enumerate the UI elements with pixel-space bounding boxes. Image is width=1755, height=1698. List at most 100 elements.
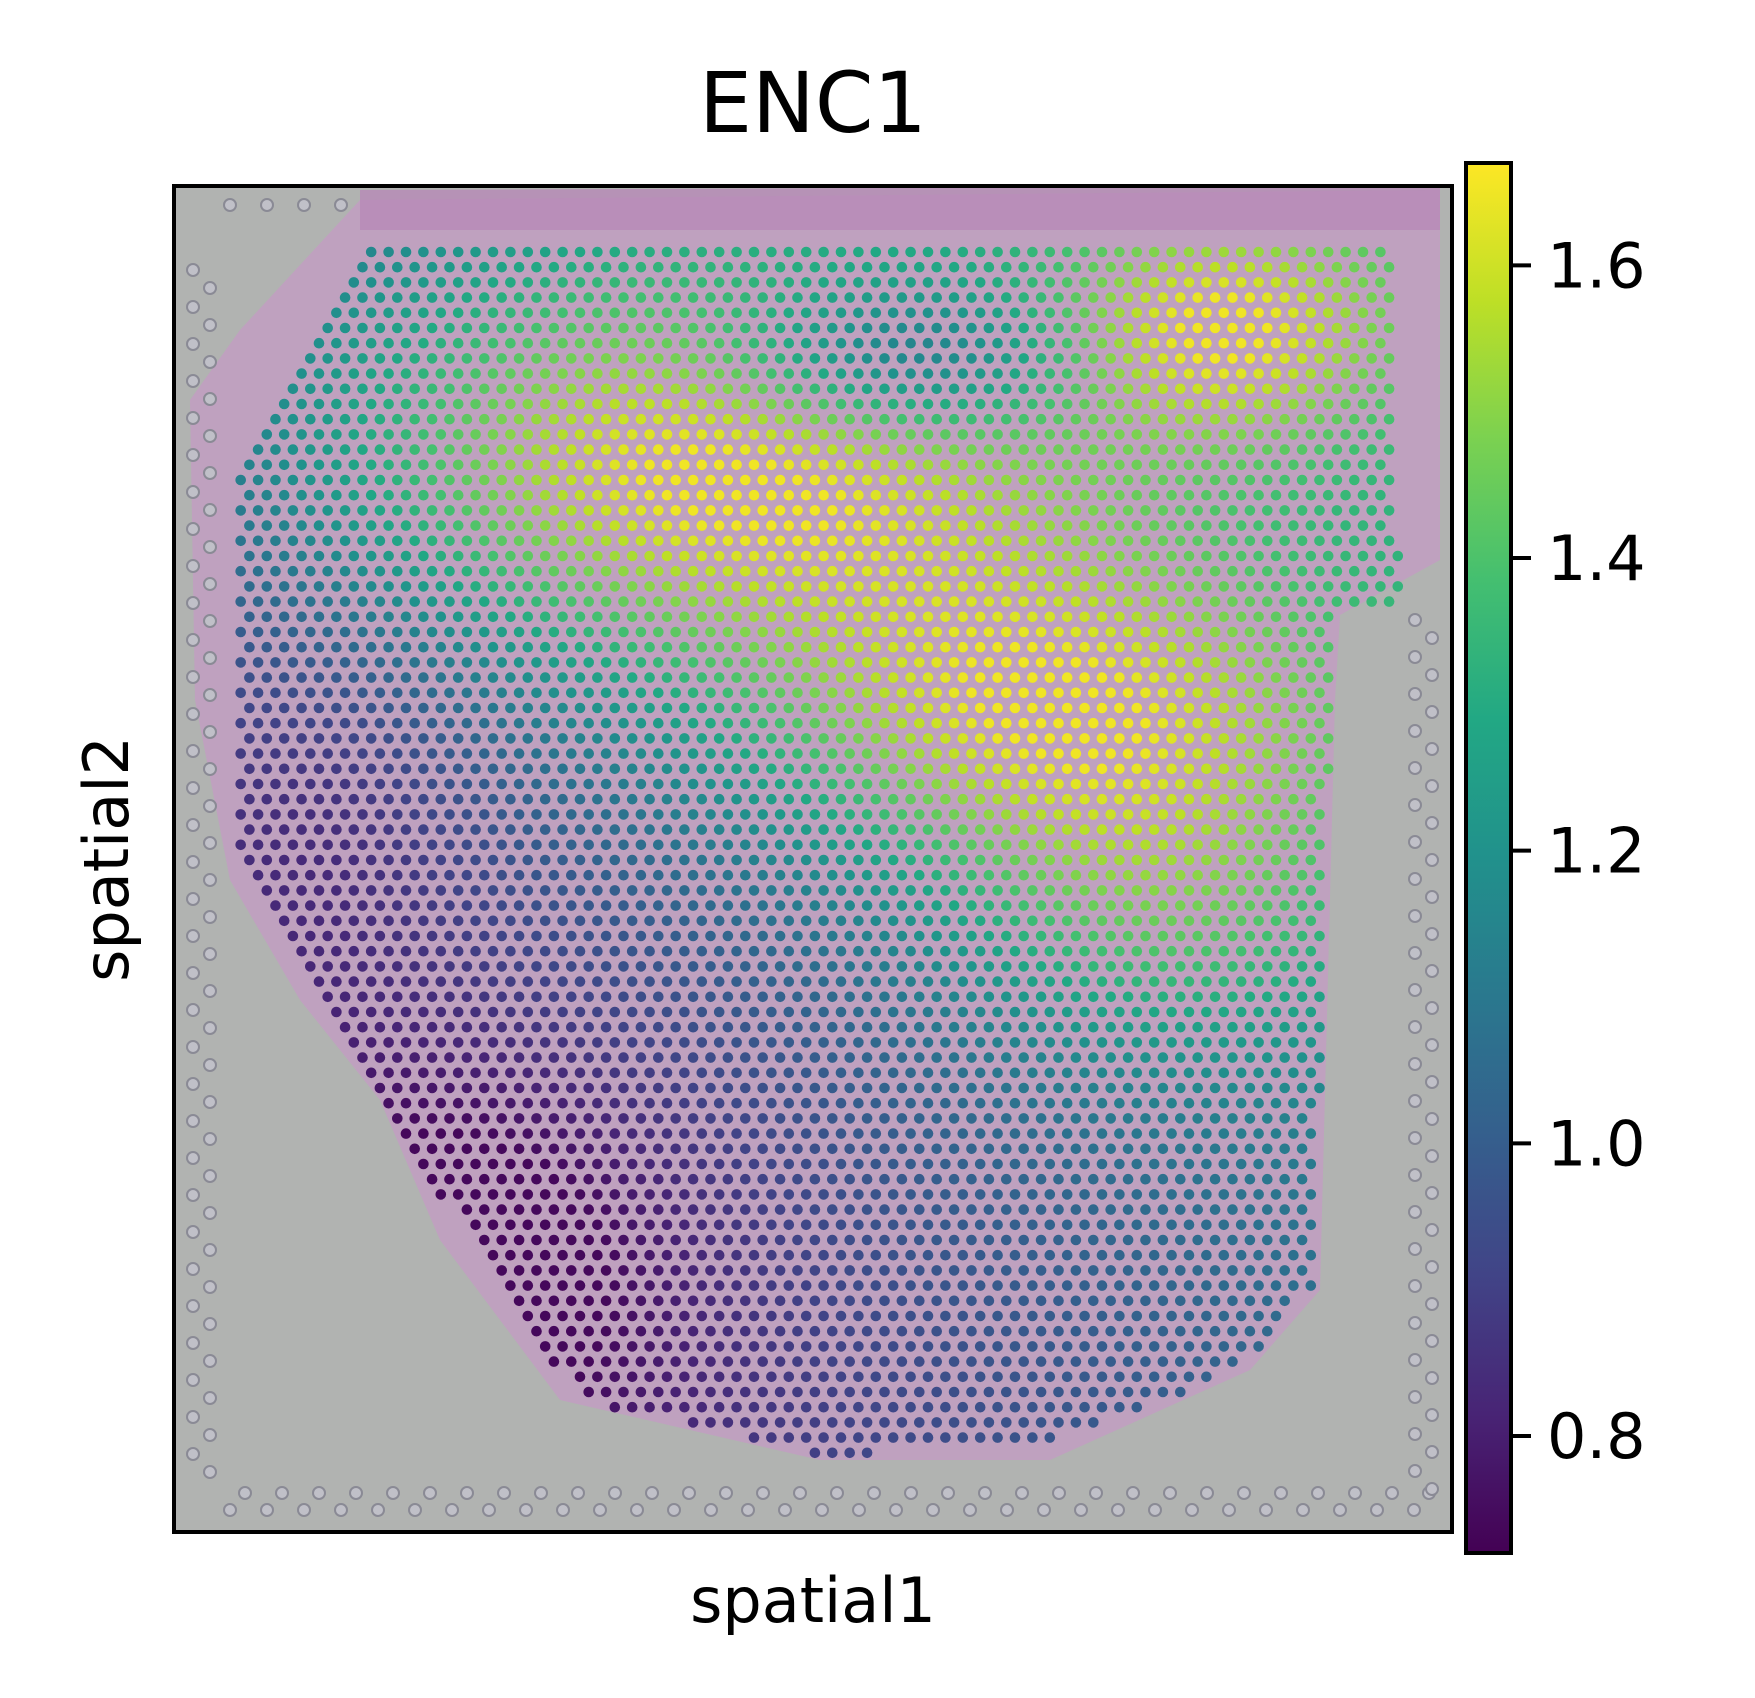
spot bbox=[1375, 429, 1386, 440]
spot bbox=[731, 489, 742, 501]
spot bbox=[774, 1234, 786, 1246]
spot bbox=[853, 945, 864, 957]
spot bbox=[313, 368, 325, 379]
spot bbox=[374, 657, 386, 668]
spot bbox=[1122, 505, 1134, 516]
spot bbox=[696, 1310, 708, 1322]
spot bbox=[861, 353, 873, 364]
spot bbox=[827, 748, 838, 759]
spot bbox=[740, 869, 751, 881]
spot bbox=[1262, 1325, 1273, 1337]
spot bbox=[853, 1310, 864, 1322]
fiducial-marker bbox=[941, 1486, 955, 1500]
spot bbox=[1061, 1097, 1073, 1109]
spot bbox=[809, 900, 821, 911]
spot bbox=[940, 520, 951, 531]
spot bbox=[705, 1417, 716, 1428]
spot bbox=[531, 687, 542, 699]
spot bbox=[1027, 945, 1038, 957]
spot bbox=[896, 1204, 908, 1215]
spot bbox=[1262, 1143, 1273, 1155]
spot bbox=[539, 489, 551, 501]
spot bbox=[548, 961, 560, 972]
spot bbox=[653, 900, 664, 911]
spot bbox=[1018, 444, 1029, 455]
spot bbox=[609, 1097, 621, 1109]
spot bbox=[844, 322, 855, 334]
spot bbox=[1262, 1295, 1273, 1307]
spot bbox=[305, 353, 316, 364]
spot bbox=[1035, 1113, 1047, 1124]
spot bbox=[1070, 444, 1082, 455]
spot bbox=[357, 474, 368, 486]
spot bbox=[722, 505, 734, 516]
spot bbox=[818, 793, 829, 805]
spot bbox=[261, 459, 273, 471]
spot bbox=[870, 1371, 882, 1383]
spot bbox=[905, 1371, 916, 1383]
spot bbox=[505, 398, 516, 410]
spot bbox=[870, 641, 882, 653]
spot bbox=[357, 869, 368, 881]
spot bbox=[783, 702, 795, 714]
spot bbox=[235, 717, 246, 729]
fiducial-marker bbox=[186, 596, 200, 610]
spot bbox=[644, 1006, 655, 1018]
spot bbox=[609, 1280, 621, 1291]
spot bbox=[1148, 672, 1160, 683]
spot bbox=[1009, 1280, 1021, 1291]
spot bbox=[444, 626, 455, 638]
spot bbox=[583, 1265, 594, 1276]
spot bbox=[592, 702, 603, 714]
spot bbox=[896, 930, 908, 942]
spot bbox=[974, 1189, 986, 1200]
spot bbox=[957, 672, 969, 683]
spot bbox=[1253, 429, 1264, 440]
spot bbox=[1079, 489, 1090, 501]
spot bbox=[322, 657, 334, 668]
spot bbox=[679, 550, 690, 562]
spot bbox=[792, 1325, 803, 1337]
spot bbox=[1070, 565, 1082, 577]
spot bbox=[983, 778, 995, 790]
spot bbox=[809, 535, 821, 547]
spot bbox=[635, 930, 647, 942]
spot bbox=[1305, 915, 1317, 927]
spot bbox=[609, 1341, 621, 1352]
spot bbox=[922, 1006, 934, 1018]
spot bbox=[957, 1219, 969, 1231]
spot bbox=[1114, 915, 1125, 927]
spot bbox=[713, 1189, 725, 1200]
spot bbox=[818, 1401, 829, 1413]
spot bbox=[827, 1082, 838, 1094]
fiducial-marker bbox=[1408, 613, 1422, 627]
spot bbox=[374, 687, 386, 699]
spot bbox=[870, 398, 882, 410]
spot bbox=[896, 1052, 908, 1063]
spot bbox=[357, 839, 368, 851]
spot bbox=[1035, 1143, 1047, 1155]
spot bbox=[470, 672, 481, 683]
spot bbox=[1166, 1006, 1177, 1018]
spot bbox=[713, 611, 725, 623]
spot bbox=[1079, 1401, 1090, 1413]
spot bbox=[1122, 1295, 1134, 1307]
spot bbox=[287, 778, 299, 790]
spot bbox=[339, 961, 351, 972]
spot bbox=[1305, 1158, 1317, 1170]
spot bbox=[1253, 945, 1264, 957]
fiducial-marker bbox=[186, 374, 200, 388]
spot bbox=[583, 261, 594, 273]
spot bbox=[783, 976, 795, 987]
spot bbox=[1148, 459, 1160, 471]
spot bbox=[957, 1432, 969, 1443]
spot bbox=[1035, 961, 1047, 972]
spot bbox=[1027, 793, 1038, 805]
spot bbox=[461, 261, 473, 273]
spot bbox=[896, 869, 908, 881]
spot bbox=[626, 398, 638, 410]
spot bbox=[1192, 809, 1203, 820]
spot bbox=[1227, 809, 1238, 820]
spot bbox=[1088, 809, 1099, 820]
spot bbox=[644, 1219, 655, 1231]
